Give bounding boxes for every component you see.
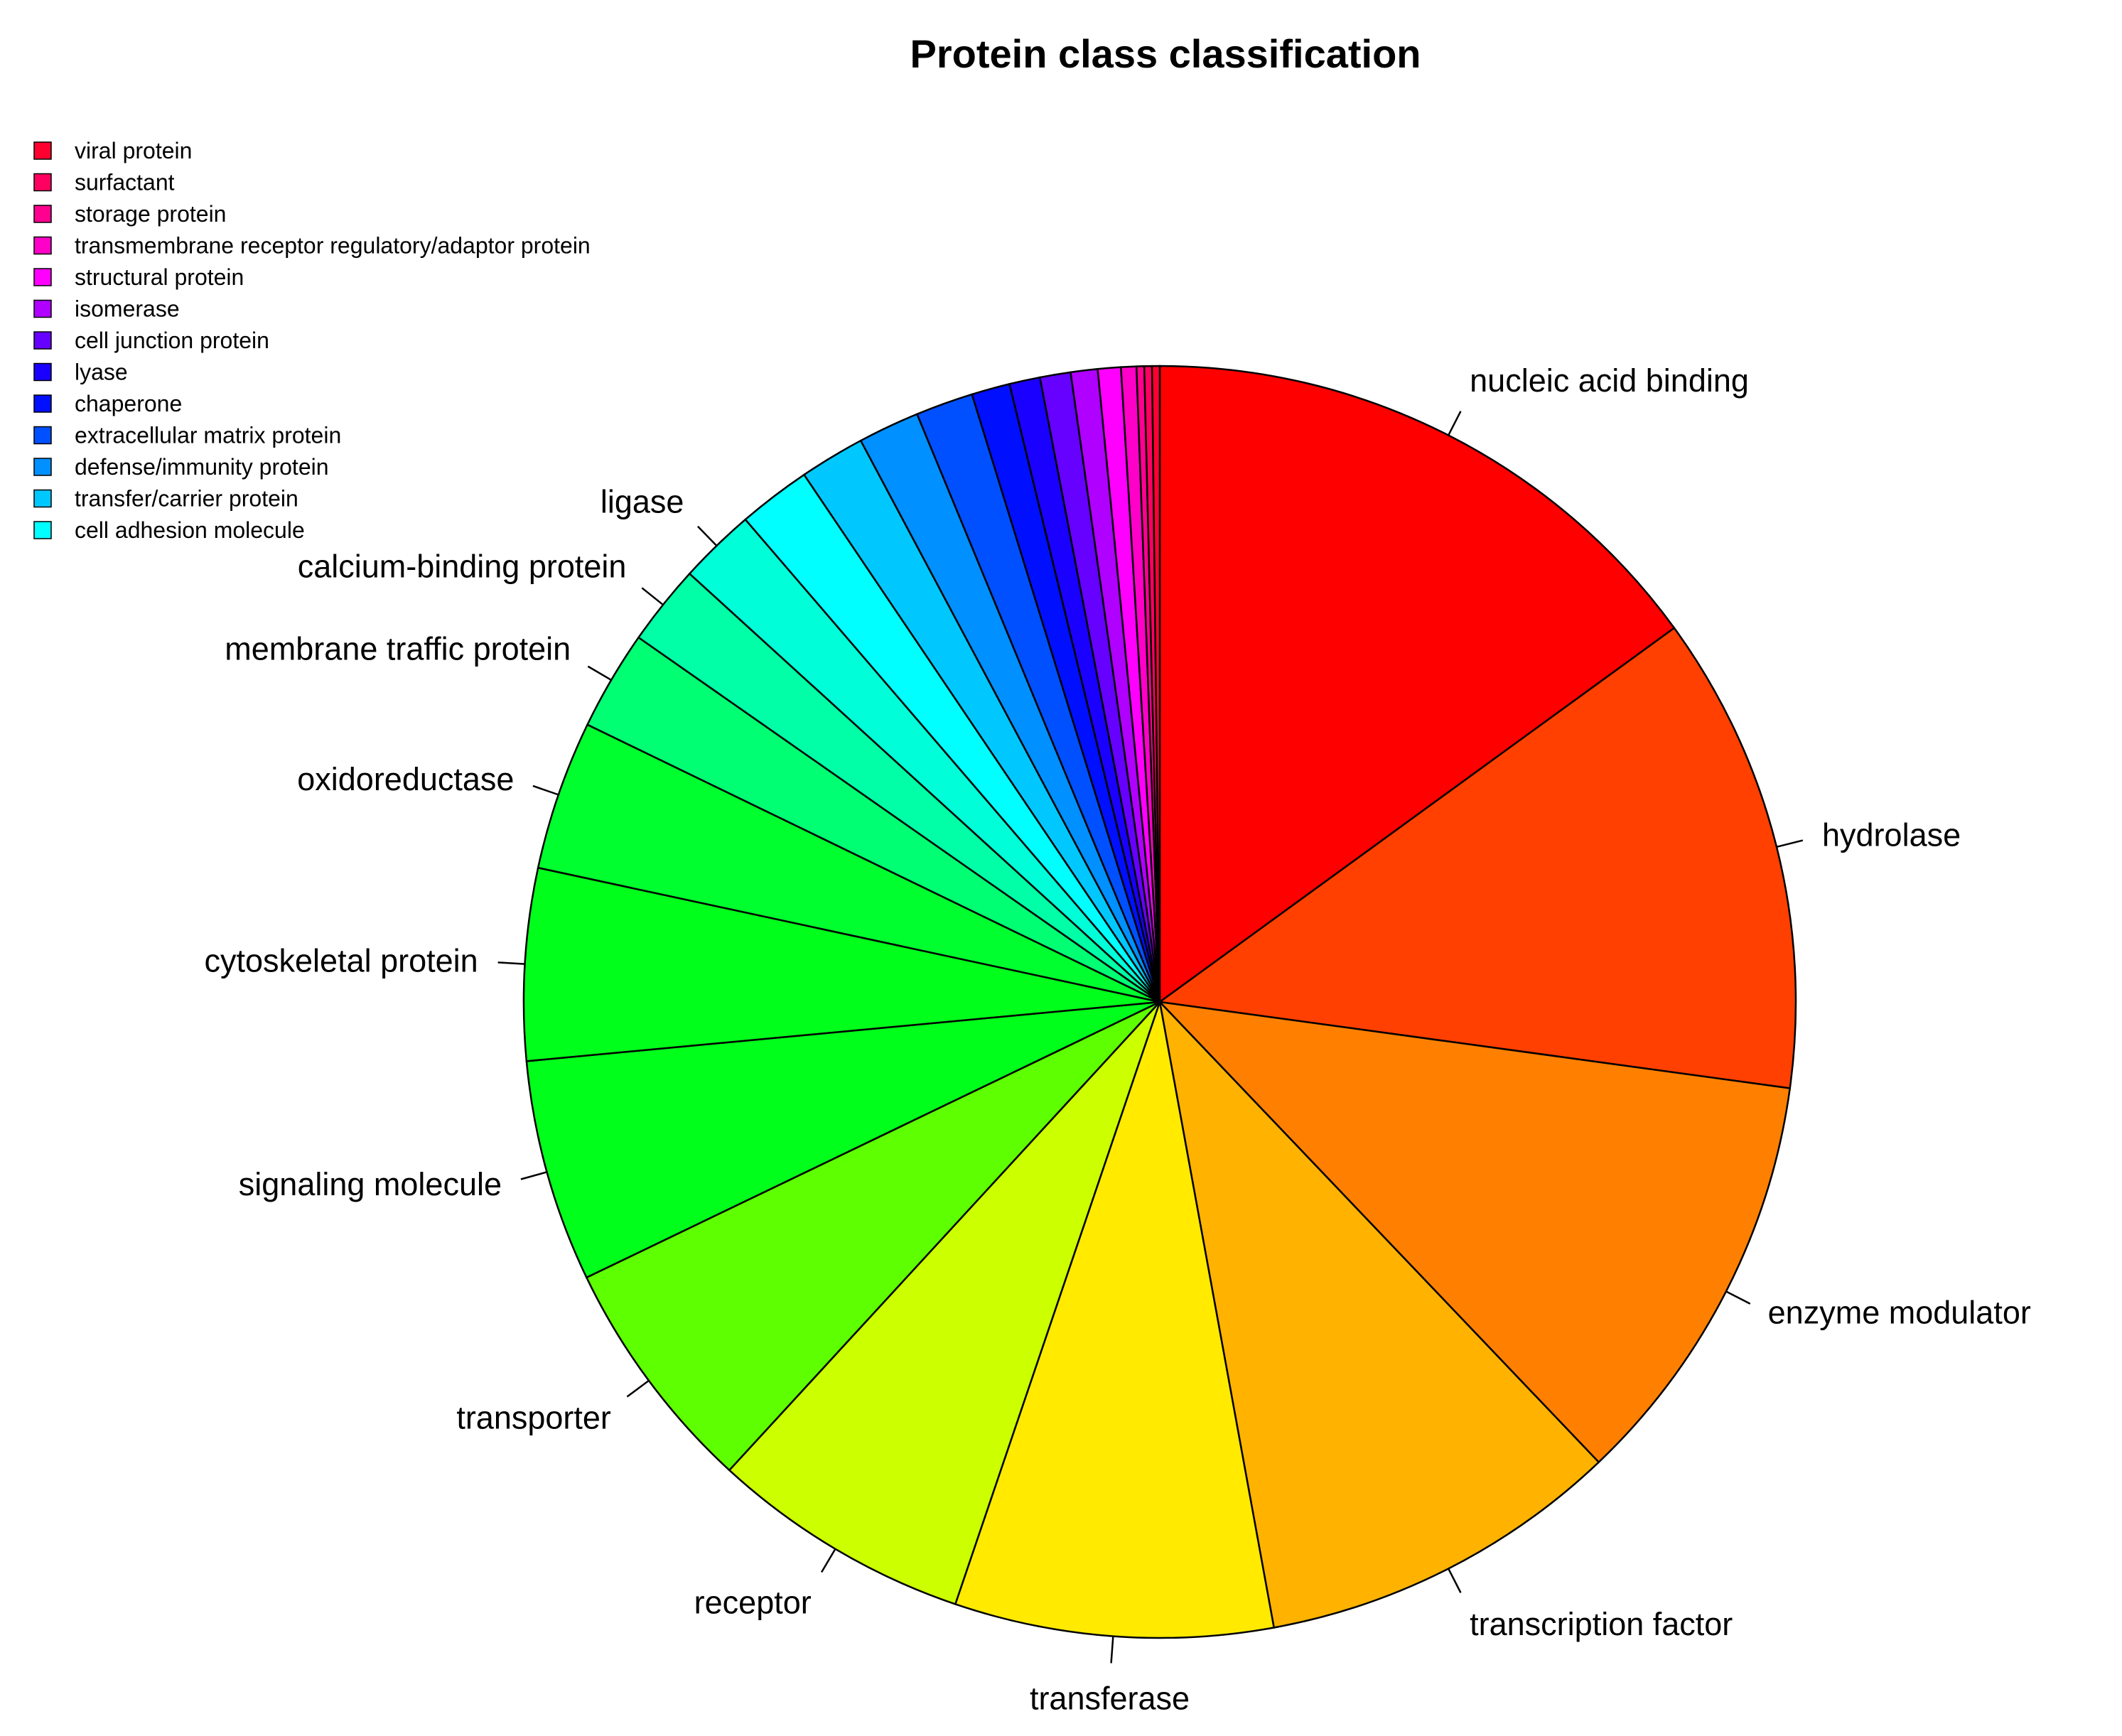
slice-label-cytoskeletal-protein: cytoskeletal protein (205, 943, 478, 979)
legend: viral protein surfactant storage protein tr… (33, 138, 591, 543)
legend-label-defense-immunity-protein: defense/immunity protein (75, 454, 329, 480)
leader-line-transporter (626, 1379, 650, 1398)
legend-label-cell-adhesion-molecule: cell adhesion molecule (75, 517, 305, 543)
leader-line-nucleic-acid-binding (1448, 411, 1462, 436)
leader-line-receptor (820, 1548, 836, 1573)
leader-line-oxidoreductase (532, 785, 559, 796)
pie-slice-transcription-factor (1158, 999, 1600, 1629)
legend-label-lyase: lyase (75, 360, 128, 385)
legend-swatch-isomerase (33, 299, 52, 318)
legend-swatch-chaperone (33, 394, 52, 413)
slice-label-hydrolase: hydrolase (1822, 817, 1961, 853)
leader-line-transcription-factor (1448, 1568, 1462, 1593)
legend-label-viral-protein: viral protein (75, 138, 192, 163)
pie-slice-receptor (728, 1001, 1161, 1606)
legend-swatch-surfactant (33, 173, 52, 192)
slice-label-nucleic-acid-binding: nucleic acid binding (1470, 362, 1749, 399)
legend-label-surfactant: surfactant (75, 170, 175, 195)
slice-label-transferase: transferase (1030, 1680, 1190, 1716)
leader-line-membrane-traffic-protein (587, 665, 612, 681)
legend-label-isomerase: isomerase (75, 296, 180, 322)
legend-swatch-transmembrane-receptor-regulatory-adaptor-protein (33, 236, 52, 255)
slice-label-receptor: receptor (694, 1584, 812, 1620)
pie-slice-transporter (585, 1001, 1160, 1472)
slice-label-oxidoreductase: oxidoreductase (297, 761, 514, 797)
legend-swatch-viral-protein (33, 141, 52, 160)
slice-labels: nucleic acid binding hydrolase enzyme modu… (205, 362, 2031, 1717)
pie-slice-transferase (954, 998, 1276, 1639)
slice-label-enzyme-modulator: enzyme modulator (1768, 1294, 2031, 1330)
leader-line-hydrolase (1776, 839, 1804, 848)
legend-swatch-defense-immunity-protein (33, 458, 52, 476)
legend-swatch-structural-protein (33, 268, 52, 286)
legend-swatch-lyase (33, 362, 52, 382)
slice-label-transporter: transporter (456, 1399, 611, 1435)
pie-slice-viral-protein (1151, 365, 1161, 1003)
legend-swatch-cell-junction-protein (33, 331, 52, 350)
leader-line-signaling-molecule (520, 1171, 547, 1180)
slice-label-ligase: ligase (600, 483, 684, 519)
legend-label-transmembrane-receptor-regulatory-adaptor-protein: transmembrane receptor regulatory/adapto… (75, 233, 591, 259)
legend-swatch-transfer-carrier-protein (33, 489, 52, 508)
leader-line-transferase (1110, 1636, 1114, 1664)
pie-slices (522, 365, 1797, 1639)
slice-label-transcription-factor: transcription factor (1470, 1606, 1733, 1642)
leader-line-ligase (697, 525, 718, 546)
legend-label-structural-protein: structural protein (75, 264, 244, 290)
slice-label-calcium-binding-protein: calcium-binding protein (298, 548, 627, 584)
chart-title: Protein class classification (910, 31, 1421, 76)
leader-line-calcium-binding-protein (641, 587, 664, 606)
pie-slice-cytoskeletal-protein (522, 866, 1160, 1062)
leader-line-cytoskeletal-protein (497, 961, 525, 965)
pie-slice-enzyme-modulator (1157, 1001, 1792, 1464)
legend-swatch-extracellular-matrix-protein (33, 426, 52, 445)
legend-swatch-cell-adhesion-molecule (33, 521, 52, 539)
legend-swatch-storage-protein (33, 205, 52, 223)
legend-label-extracellular-matrix-protein: extracellular matrix protein (75, 423, 341, 448)
legend-label-storage-protein: storage protein (75, 201, 226, 227)
pie-slice-signaling-molecule (525, 1001, 1160, 1279)
legend-label-chaperone: chaperone (75, 391, 182, 416)
legend-label-transfer-carrier-protein: transfer/carrier protein (75, 486, 298, 512)
legend-label-cell-junction-protein: cell junction protein (75, 328, 269, 353)
pie-slice-oxidoreductase (537, 723, 1160, 1003)
slice-label-signaling-molecule: signaling molecule (239, 1166, 502, 1202)
slice-label-membrane-traffic-protein: membrane traffic protein (225, 630, 571, 667)
leader-line-enzyme-modulator (1725, 1290, 1751, 1305)
